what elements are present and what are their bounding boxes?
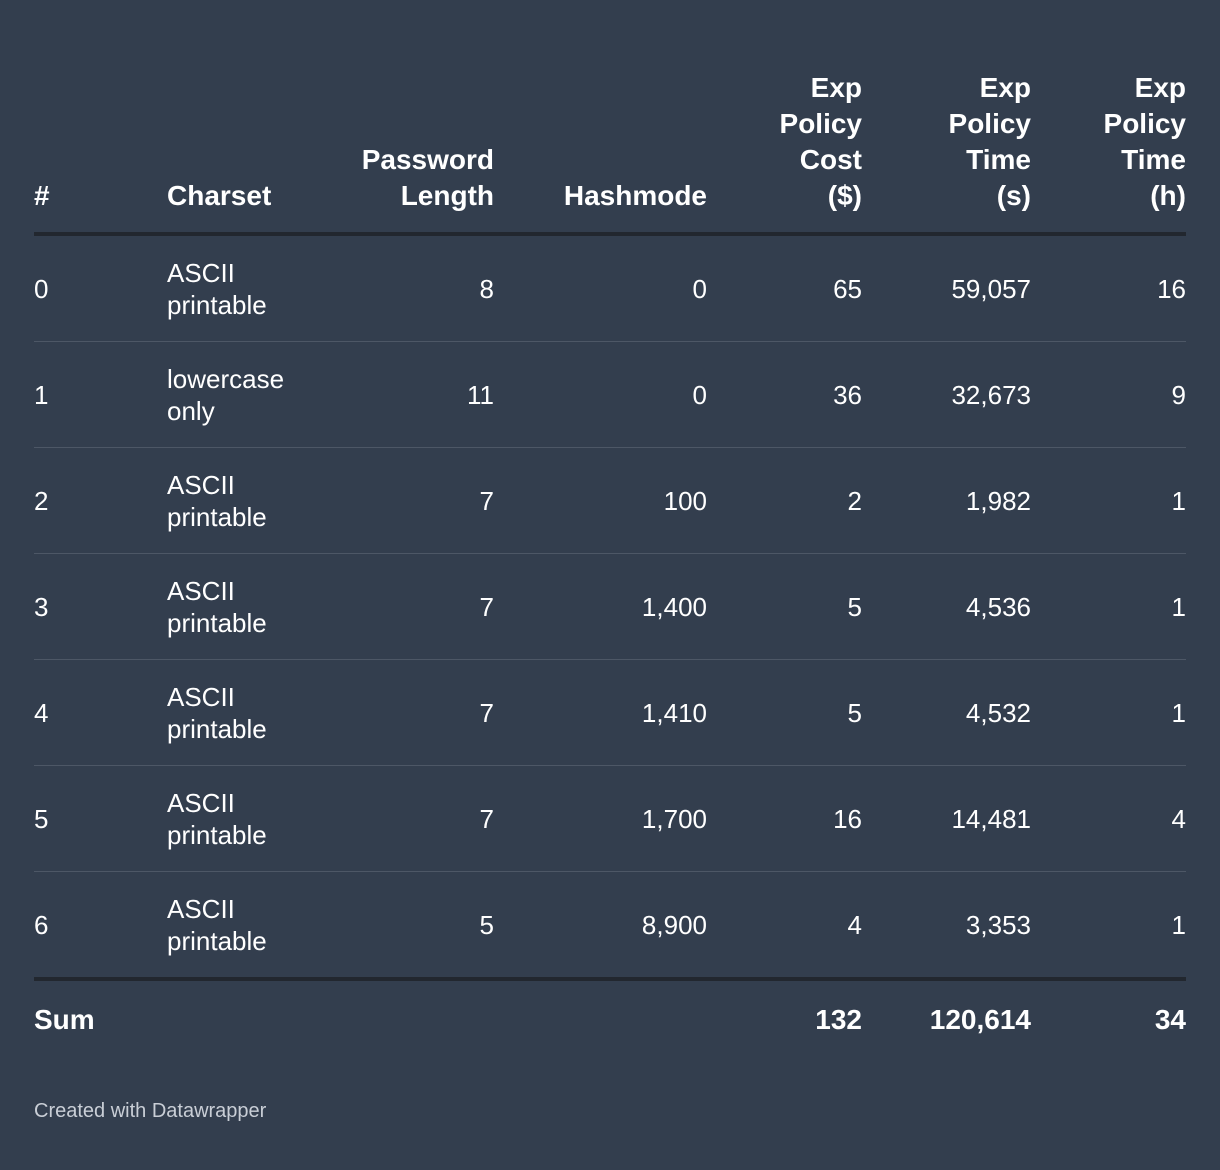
cell-time-s: 4,532 — [862, 659, 1031, 766]
cell-index: 2 — [34, 447, 167, 554]
cell-charset: ASCII printable — [167, 765, 307, 872]
table-row: 3 ASCII printable 7 1,400 5 4,536 1 — [34, 553, 1186, 660]
cell-cost: 36 — [707, 341, 862, 448]
sum-cell-hashmode — [494, 979, 707, 1059]
column-header-line: Time — [966, 144, 1031, 175]
cell-charset: lowercase only — [167, 341, 307, 448]
cell-time-h: 1 — [1031, 553, 1186, 660]
column-header-line: ($) — [827, 180, 862, 211]
cell-hashmode: 0 — [494, 234, 707, 342]
cell-password-length: 7 — [307, 659, 494, 766]
table-row: 1 lowercase only 11 0 36 32,673 9 — [34, 341, 1186, 448]
cell-index: 5 — [34, 765, 167, 872]
cell-time-h: 16 — [1031, 234, 1186, 342]
cell-password-length: 11 — [307, 341, 494, 448]
table-row: 6 ASCII printable 5 8,900 4 3,353 1 — [34, 871, 1186, 981]
cell-password-length: 8 — [307, 234, 494, 342]
cell-time-s: 4,536 — [862, 553, 1031, 660]
cell-time-h: 1 — [1031, 447, 1186, 554]
cell-time-h: 9 — [1031, 341, 1186, 448]
cell-time-s: 32,673 — [862, 341, 1031, 448]
cell-charset: ASCII printable — [167, 234, 307, 342]
sum-cell-time-s: 120,614 — [929, 1004, 1031, 1035]
cell-charset: ASCII printable — [167, 659, 307, 766]
cell-index: 6 — [34, 871, 167, 981]
cell-hashmode: 0 — [494, 341, 707, 448]
cell-time-s: 3,353 — [862, 871, 1031, 981]
cell-index: 4 — [34, 659, 167, 766]
cell-time-s: 59,057 — [862, 234, 1031, 342]
cell-password-length: 7 — [307, 447, 494, 554]
column-header-password-length: Password Length — [307, 70, 494, 236]
cell-hashmode: 100 — [494, 447, 707, 554]
column-header-time-h: Exp Policy Time (h) — [1031, 70, 1186, 236]
cell-cost: 5 — [707, 553, 862, 660]
sum-row: Sum 132 120,614 34 — [34, 979, 1186, 1059]
cell-cost: 16 — [707, 765, 862, 872]
cell-charset: ASCII printable — [167, 447, 307, 554]
data-table: # Charset Password Length Hashmode Exp Policy C… — [34, 70, 1186, 1059]
cell-hashmode: 1,400 — [494, 553, 707, 660]
column-header-line: Exp — [1134, 72, 1186, 103]
cell-index: 1 — [34, 341, 167, 448]
cell-time-h: 4 — [1031, 765, 1186, 872]
cell-password-length: 5 — [307, 871, 494, 981]
cell-hashmode: 1,410 — [494, 659, 707, 766]
table-row: 4 ASCII printable 7 1,410 5 4,532 1 — [34, 659, 1186, 766]
cell-time-h: 1 — [1031, 871, 1186, 981]
cell-hashmode: 1,700 — [494, 765, 707, 872]
column-header-line: Charset — [167, 180, 272, 211]
column-header-cost: Exp Policy Cost ($) — [707, 70, 862, 236]
column-header-line: Length — [400, 180, 494, 211]
table-body: 0 ASCII printable 8 0 65 59,057 16 1 lowercase o… — [34, 234, 1186, 981]
column-header-line: Policy — [1103, 108, 1186, 139]
column-header-charset: Charset — [167, 70, 307, 236]
column-header-line: Cost — [799, 144, 862, 175]
column-header-line: Exp — [979, 72, 1031, 103]
column-header-time-s: Exp Policy Time (s) — [862, 70, 1031, 236]
table-row: 2 ASCII printable 7 100 2 1,982 1 — [34, 447, 1186, 554]
column-header-line: Policy — [948, 108, 1031, 139]
cell-password-length: 7 — [307, 553, 494, 660]
cell-charset: ASCII printable — [167, 553, 307, 660]
column-header-line: (s) — [996, 180, 1031, 211]
sum-cell-time-h: 34 — [1154, 1004, 1186, 1035]
cell-cost: 4 — [707, 871, 862, 981]
cell-time-s: 1,982 — [862, 447, 1031, 554]
cell-cost: 65 — [707, 234, 862, 342]
cell-password-length: 7 — [307, 765, 494, 872]
header-row: # Charset Password Length Hashmode Exp Policy C… — [34, 70, 1186, 236]
cell-index: 0 — [34, 234, 167, 342]
cell-hashmode: 8,900 — [494, 871, 707, 981]
cell-charset: ASCII printable — [167, 871, 307, 981]
column-header-line: Hashmode — [563, 180, 707, 211]
cell-time-h: 1 — [1031, 659, 1186, 766]
column-header-line: # — [34, 180, 50, 211]
table-row: 0 ASCII printable 8 0 65 59,057 16 — [34, 234, 1186, 342]
column-header-line: Exp — [810, 72, 862, 103]
credit-text: Created with Datawrapper — [34, 1100, 267, 1122]
column-header-line: (h) — [1150, 180, 1186, 211]
cell-time-s: 14,481 — [862, 765, 1031, 872]
cell-index: 3 — [34, 553, 167, 660]
column-header-line: Policy — [779, 108, 862, 139]
cell-cost: 5 — [707, 659, 862, 766]
table-row: 5 ASCII printable 7 1,700 16 14,481 4 — [34, 765, 1186, 872]
sum-cell-index: Sum — [34, 1004, 95, 1035]
sum-cell-cost: 132 — [815, 1004, 862, 1035]
column-header-index: # — [34, 70, 167, 236]
sum-cell-charset — [167, 979, 307, 1059]
sum-cell-password-length — [307, 979, 494, 1059]
column-header-hashmode: Hashmode — [494, 70, 707, 236]
column-header-line: Password — [361, 144, 494, 175]
cell-cost: 2 — [707, 447, 862, 554]
column-header-line: Time — [1121, 144, 1186, 175]
table-container: # Charset Password Length Hashmode Exp Policy C… — [34, 0, 1186, 1059]
